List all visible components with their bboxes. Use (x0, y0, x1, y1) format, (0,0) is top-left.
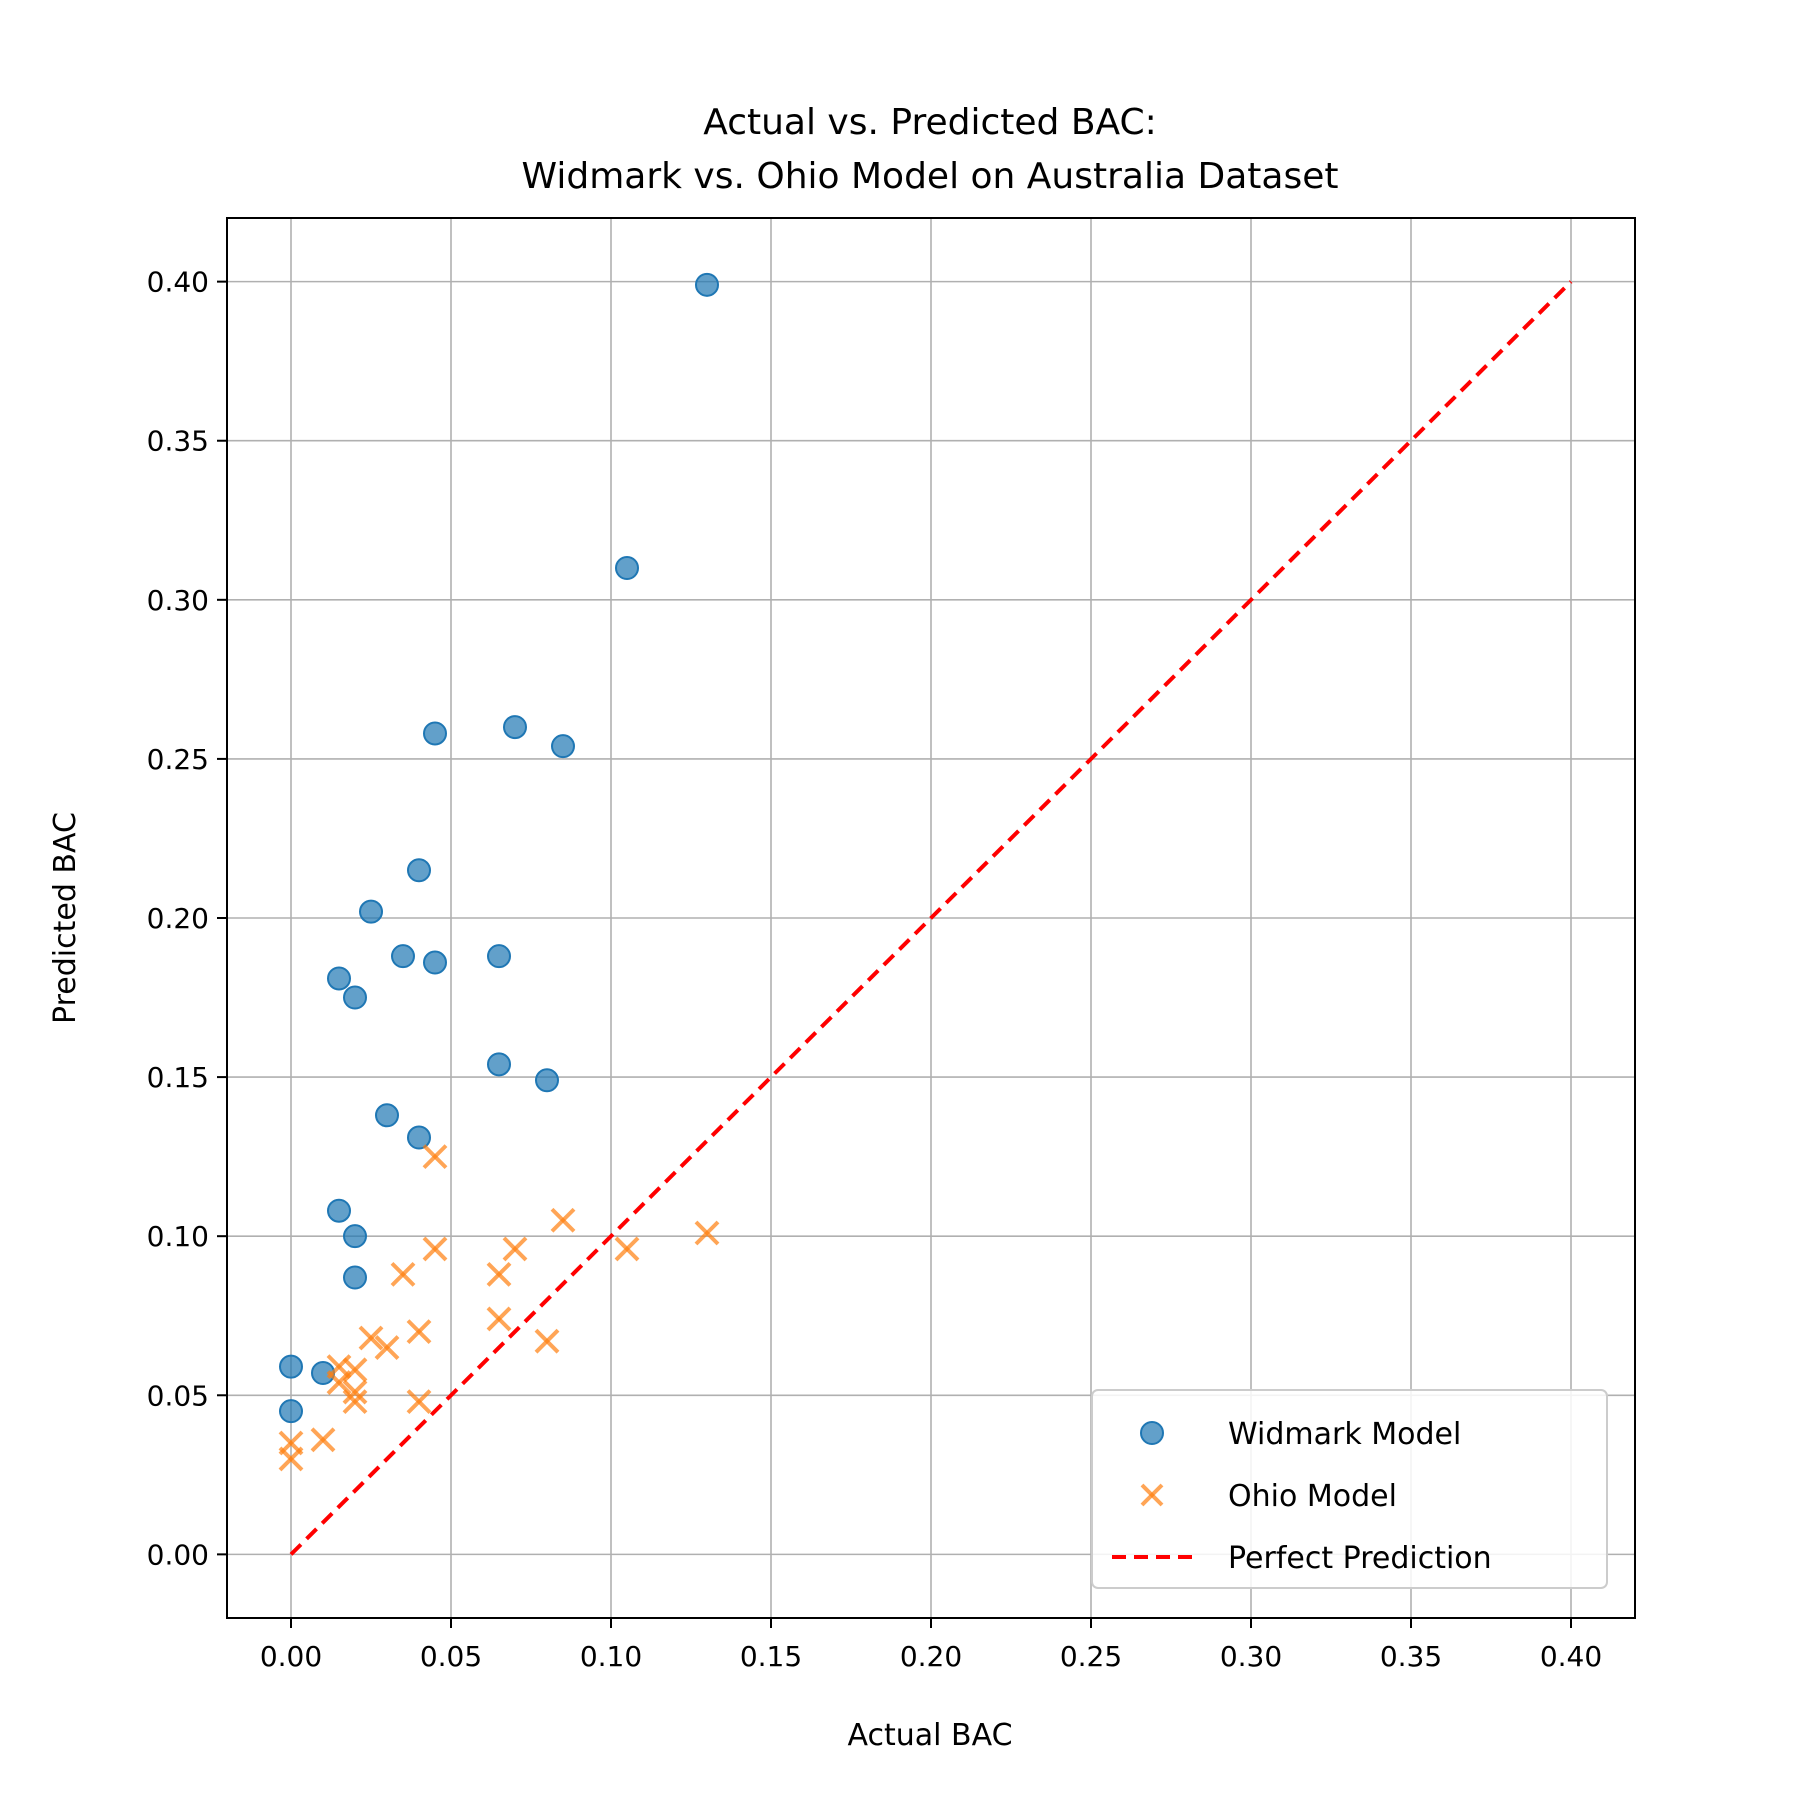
ohio-point (550, 1207, 576, 1233)
legend-box (1091, 1389, 1608, 1589)
widmark-point (327, 966, 351, 991)
ohio-point (694, 1220, 720, 1246)
ohio-point (390, 1261, 416, 1287)
ohio-point (502, 1236, 528, 1262)
ohio-point (342, 1389, 368, 1415)
chart-title: Actual vs. Predicted BAC: Widmark vs. Oh… (522, 102, 1339, 197)
widmark-point (503, 715, 527, 740)
widmark-point (343, 985, 367, 1010)
y-tick-label: 0.25 (147, 743, 209, 776)
widmark-point (407, 1125, 431, 1150)
legend-label-perfect: Perfect Prediction (1228, 1541, 1492, 1576)
y-tick-label: 0.35 (147, 425, 209, 458)
x-axis-ticks: 0.00 0.05 0.10 0.15 0.20 0.25 0.30 0.35 0.40 (260, 1618, 1602, 1673)
x-tick-label: 0.35 (1380, 1640, 1442, 1673)
title-line-1: Actual vs. Predicted BAC: (703, 102, 1157, 143)
x-tick-label: 0.40 (1540, 1640, 1602, 1673)
widmark-point (423, 721, 447, 746)
x-tick-label: 0.25 (1060, 1640, 1122, 1673)
widmark-point (391, 944, 415, 969)
ohio-point (310, 1427, 336, 1453)
y-axis-ticks: 0.00 0.05 0.10 0.15 0.20 0.25 0.30 0.35 0.40 (147, 266, 227, 1571)
data-points (278, 272, 720, 1472)
widmark-point (535, 1068, 559, 1093)
reference-line-group (289, 280, 1573, 1556)
ohio-point (326, 1370, 352, 1395)
widmark-point (423, 950, 447, 975)
legend-label-ohio: Ohio Model (1228, 1479, 1397, 1514)
legend: Widmark Model Ohio Model Perfect Predict… (1091, 1389, 1608, 1589)
ohio-point (342, 1357, 368, 1383)
ohio-point (406, 1319, 432, 1345)
x-tick-label: 0.10 (580, 1640, 642, 1673)
ohio-point (406, 1389, 432, 1415)
ohio-point (422, 1144, 448, 1170)
widmark-point (359, 899, 383, 924)
widmark-point (487, 944, 511, 969)
title-line-2: Widmark vs. Ohio Model on Australia Data… (522, 156, 1339, 197)
y-tick-label: 0.40 (147, 266, 209, 299)
x-tick-label: 0.15 (740, 1640, 802, 1673)
widmark-point (375, 1103, 399, 1128)
widmark-point (487, 1052, 511, 1077)
widmark-point (327, 1198, 351, 1223)
widmark-point (615, 556, 639, 580)
legend-marker-ohio (1140, 1483, 1164, 1507)
y-tick-label: 0.00 (147, 1538, 209, 1571)
ohio-point (358, 1325, 384, 1351)
widmark-point (279, 1354, 303, 1379)
y-axis-label: Predicted BAC (48, 812, 83, 1024)
x-tick-label: 0.00 (260, 1640, 322, 1673)
widmark-point (343, 1265, 367, 1290)
y-tick-label: 0.05 (147, 1379, 209, 1412)
widmark-point (279, 1399, 303, 1424)
y-tick-label: 0.15 (147, 1061, 209, 1094)
ohio-point (422, 1236, 448, 1262)
ohio-point (534, 1328, 560, 1354)
ohio-point (486, 1261, 512, 1287)
ohio-point (374, 1335, 400, 1360)
ohio-point (278, 1446, 304, 1472)
ohio-point (614, 1236, 640, 1262)
widmark-point (407, 858, 431, 883)
x-tick-label: 0.05 (420, 1640, 482, 1673)
legend-marker-widmark (1140, 1421, 1164, 1445)
ohio-point (486, 1306, 512, 1332)
x-tick-label: 0.20 (900, 1640, 962, 1673)
x-tick-label: 0.30 (1220, 1640, 1282, 1673)
ohio-point (342, 1379, 368, 1405)
y-tick-label: 0.10 (147, 1220, 209, 1253)
perfect-prediction-line (289, 280, 1573, 1556)
widmark-point (551, 734, 575, 759)
legend-label-widmark: Widmark Model (1228, 1417, 1461, 1452)
widmark-point (343, 1224, 367, 1249)
widmark-point (695, 272, 719, 297)
y-tick-label: 0.20 (147, 902, 209, 935)
y-tick-label: 0.30 (147, 584, 209, 617)
x-axis-label: Actual BAC (847, 1718, 1012, 1753)
